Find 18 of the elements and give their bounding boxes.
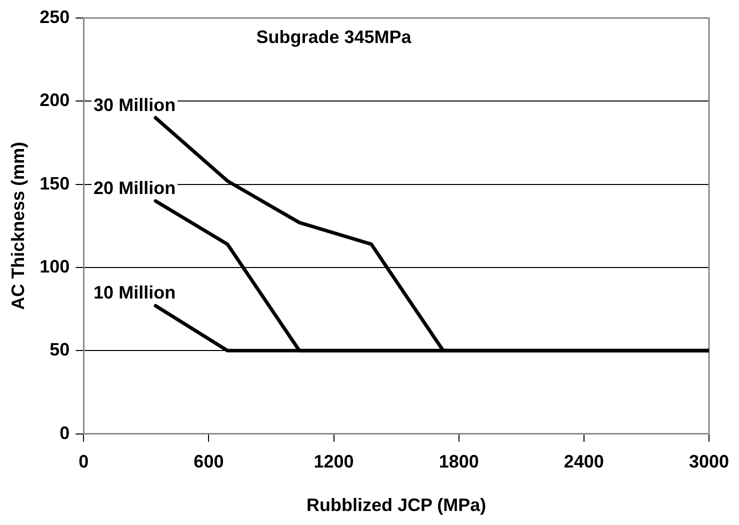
series-label: 20 Million bbox=[94, 178, 176, 198]
y-tick-label: 50 bbox=[50, 340, 70, 360]
y-tick-label: 100 bbox=[40, 256, 70, 276]
x-tick-label: 0 bbox=[78, 452, 89, 472]
x-tick-label: 2400 bbox=[564, 452, 604, 472]
y-tick-label: 0 bbox=[60, 422, 70, 443]
x-axis-title: Rubblized JCP (MPa) bbox=[306, 495, 486, 516]
y-tick-label: 200 bbox=[40, 90, 70, 110]
x-tick-label: 1800 bbox=[438, 452, 479, 472]
series-label: 10 Million bbox=[94, 282, 176, 303]
x-tick-label: 1200 bbox=[314, 452, 354, 472]
x-tick-label: 3000 bbox=[688, 452, 729, 472]
x-tick-label: 600 bbox=[194, 452, 224, 472]
y-axis-title: AC Thickness (mm) bbox=[8, 142, 28, 310]
y-tick-label: 150 bbox=[40, 173, 70, 194]
y-tick-label: 250 bbox=[40, 6, 70, 27]
series-label: 30 Million bbox=[94, 94, 176, 115]
text: Subgrade 345MPa bbox=[256, 26, 412, 47]
